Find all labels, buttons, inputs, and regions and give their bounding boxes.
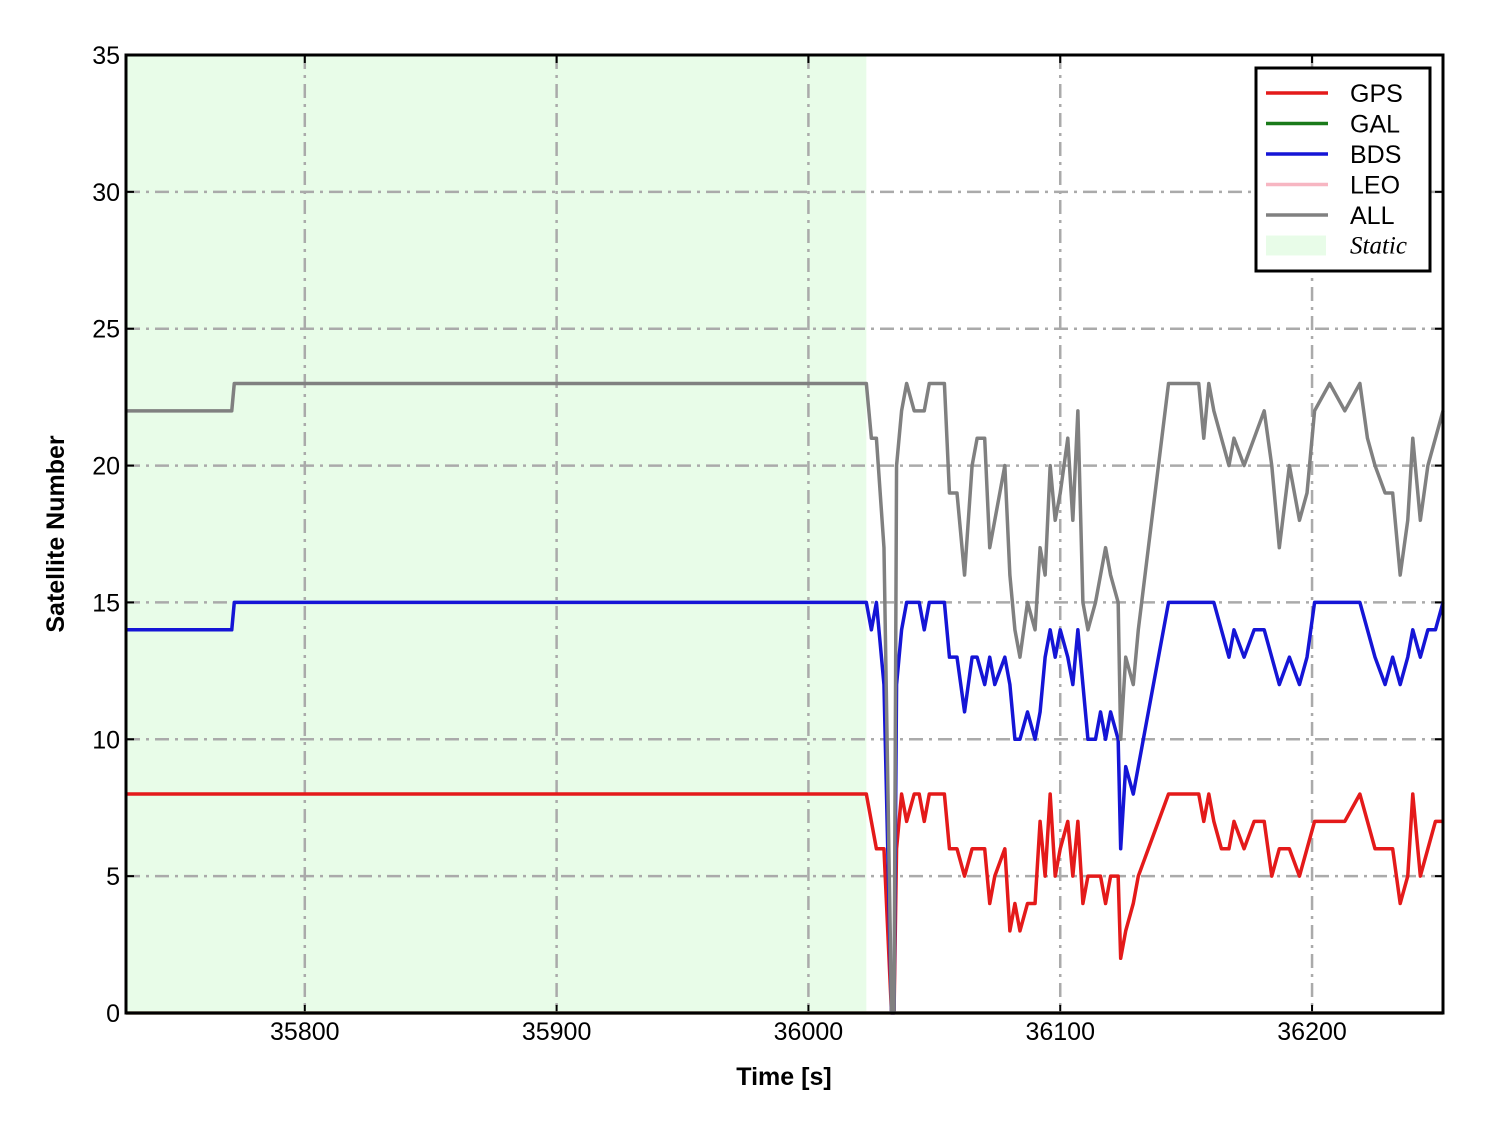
plot-frame [124, 53, 1445, 1015]
y-tick-label: 10 [92, 726, 120, 754]
x-tick-label: 35800 [270, 1018, 340, 1046]
y-tick-label: 25 [92, 316, 120, 344]
y-tick-label: 30 [92, 179, 120, 207]
y-tick-label: 5 [106, 863, 120, 891]
series-line [126, 600, 1445, 1015]
legend-label: GPS [1350, 80, 1403, 108]
x-tick-label: 36200 [1277, 1018, 1347, 1046]
static-region [126, 55, 867, 1013]
series-line [126, 381, 1445, 1015]
legend-label: ALL [1350, 202, 1395, 230]
x-axis-label: Time [s] [736, 1063, 831, 1091]
y-axis-label: Satellite Number [42, 435, 70, 633]
x-tick-label: 36100 [1025, 1018, 1095, 1046]
legend-label: Static [1350, 233, 1407, 260]
y-tick-label: 20 [92, 453, 120, 481]
y-tick-label: 0 [106, 1000, 120, 1028]
legend-label: GAL [1350, 111, 1400, 139]
x-tick-label: 36000 [774, 1018, 844, 1046]
y-tick-label: 35 [92, 42, 120, 70]
legend-swatch [1266, 235, 1326, 256]
legend-label: LEO [1350, 172, 1400, 200]
legend-label: BDS [1350, 141, 1401, 169]
x-tick-label: 35900 [522, 1018, 592, 1046]
series-line [126, 792, 1443, 1015]
y-tick-label: 15 [92, 589, 120, 617]
